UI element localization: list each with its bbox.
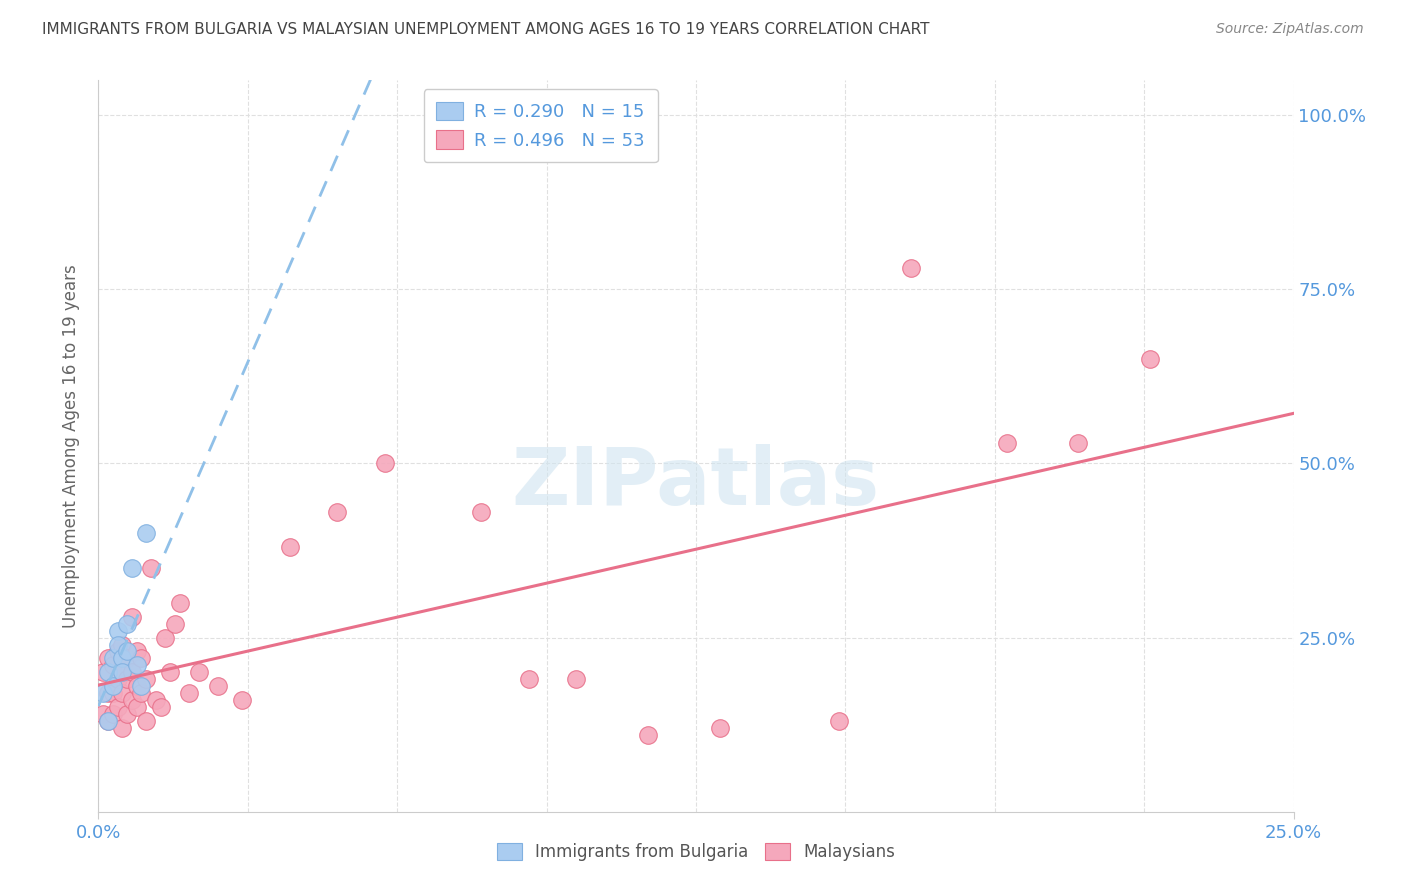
Point [179,686,201,700]
Point [145,693,167,707]
Point [101,679,124,693]
Point [374,457,396,471]
Point [101,651,124,665]
Point [637,728,659,742]
Point [131,679,153,693]
Point [131,651,153,665]
Point [187,665,209,680]
Point [121,609,143,624]
Point [107,673,129,687]
Point [1139,351,1161,366]
Point [278,540,301,554]
Point [111,721,134,735]
Point [101,686,124,700]
Point [115,651,138,665]
Point [107,644,129,658]
Point [91,686,114,700]
Point [111,665,134,680]
Point [139,561,162,575]
Point [91,665,114,680]
Point [97,714,120,728]
Point [121,665,143,680]
Text: ZIPatlas: ZIPatlas [512,443,880,522]
Point [131,686,153,700]
Point [97,651,120,665]
Point [115,707,138,722]
Point [111,651,134,665]
Point [828,714,851,728]
Legend: Immigrants from Bulgaria, Malaysians: Immigrants from Bulgaria, Malaysians [488,834,904,869]
Point [565,673,588,687]
Point [107,624,129,638]
Point [155,631,177,645]
Point [97,714,120,728]
Point [121,693,143,707]
Point [97,665,120,680]
Text: IMMIGRANTS FROM BULGARIA VS MALAYSIAN UNEMPLOYMENT AMONG AGES 16 TO 19 YEARS COR: IMMIGRANTS FROM BULGARIA VS MALAYSIAN UN… [42,22,929,37]
Point [115,616,138,631]
Point [135,673,157,687]
Point [169,596,191,610]
Point [111,665,134,680]
Text: Source: ZipAtlas.com: Source: ZipAtlas.com [1216,22,1364,37]
Point [121,561,143,575]
Point [517,673,540,687]
Point [125,644,148,658]
Point [900,261,922,276]
Point [149,700,172,714]
Point [115,673,138,687]
Point [107,700,129,714]
Point [159,665,181,680]
Point [107,638,129,652]
Point [111,686,134,700]
Point [207,679,229,693]
Point [709,721,731,735]
Point [326,505,349,519]
Point [1067,435,1090,450]
Point [231,693,253,707]
Point [91,707,114,722]
Point [135,714,157,728]
Point [101,679,124,693]
Point [135,526,157,541]
Point [101,658,124,673]
Point [115,644,138,658]
Point [470,505,492,519]
Point [995,435,1018,450]
Point [111,638,134,652]
Point [97,686,120,700]
Point [125,679,148,693]
Y-axis label: Unemployment Among Ages 16 to 19 years: Unemployment Among Ages 16 to 19 years [62,264,80,628]
Point [163,616,186,631]
Point [125,658,148,673]
Point [125,700,148,714]
Point [101,707,124,722]
